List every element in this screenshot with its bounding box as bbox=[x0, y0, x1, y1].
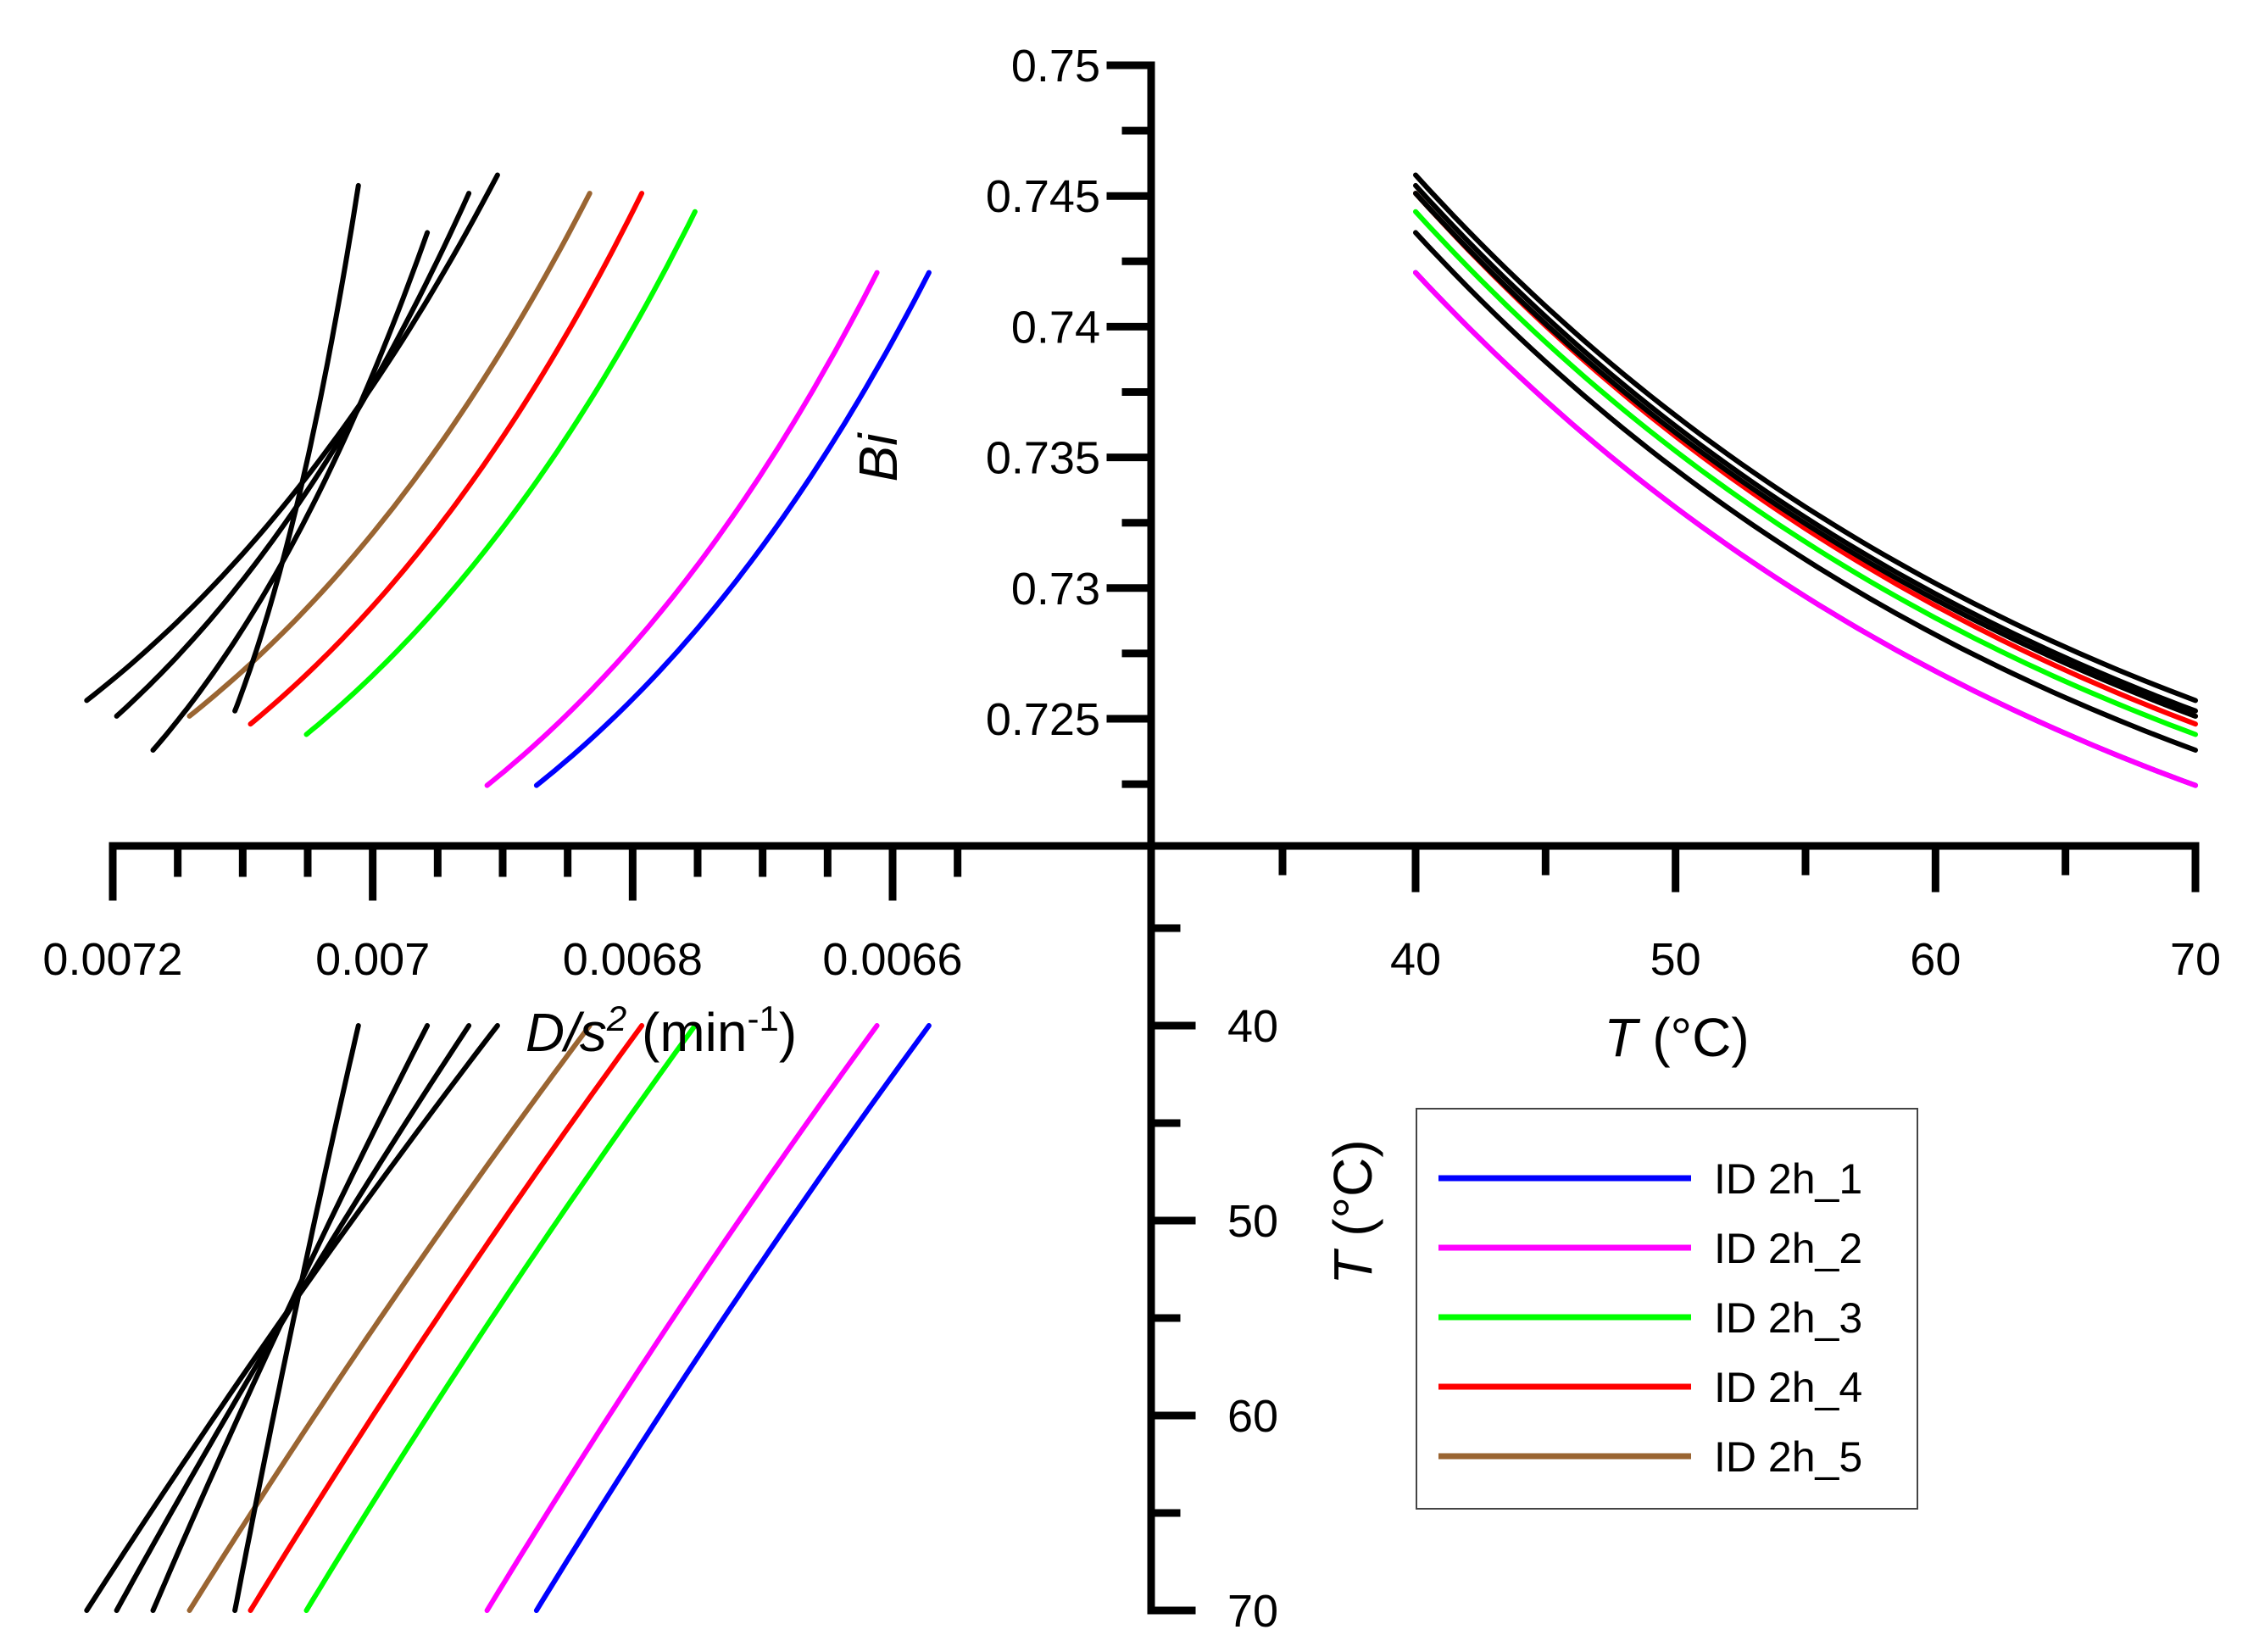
series-id-2h_2-bi-vs-t bbox=[1413, 270, 2198, 788]
d-axis-title: D/s2 (min-1) bbox=[526, 998, 797, 1063]
legend-label: ID 2h_2 bbox=[1714, 1225, 1862, 1272]
series-black-8-t-vs-d bbox=[232, 1023, 361, 1613]
series-black-7-bi-vs-t bbox=[1413, 230, 2198, 753]
axes: 0.725 0.73 0.735 0.74 0.745 0.75 40 50 60 70 0.007… bbox=[42, 41, 2221, 1637]
series-black-8-bi-vs-d bbox=[232, 182, 361, 714]
series-id-2h_5-bi-vs-d bbox=[186, 191, 593, 719]
t-down-tick-label: 60 bbox=[1227, 1391, 1278, 1442]
bi-tick-label: 0.725 bbox=[986, 694, 1100, 745]
bi-tick-label: 0.745 bbox=[986, 171, 1100, 222]
t-right-tick-label: 70 bbox=[2170, 934, 2221, 985]
legend-label: ID 2h_5 bbox=[1714, 1433, 1862, 1481]
bi-tick-label: 0.74 bbox=[1011, 302, 1100, 353]
bi-tick-label: 0.735 bbox=[986, 433, 1100, 484]
legend: ID 2h_1 ID 2h_2 ID 2h_3 ID 2h_4 ID 2h_5 bbox=[1416, 1108, 1918, 1510]
series-id-2h_4-t-vs-d bbox=[248, 1023, 645, 1613]
d-tick-label: 0.0068 bbox=[563, 934, 703, 985]
series-id-2h_3-bi-vs-d bbox=[303, 209, 698, 737]
t-right-tick-label: 60 bbox=[1910, 934, 1961, 985]
series-black-8-bi-vs-t bbox=[1413, 182, 2198, 714]
bi-axis-title: Bi bbox=[848, 432, 909, 482]
bi-tick-label: 0.75 bbox=[1011, 41, 1100, 92]
series-id-2h_2-bi-vs-d bbox=[484, 270, 880, 788]
series-black-5-bi-vs-t bbox=[1413, 172, 2198, 704]
bi-tick-label: 0.73 bbox=[1011, 564, 1100, 615]
series-id-2h_2-t-vs-d bbox=[484, 1023, 880, 1613]
series-id-2h_3-bi-vs-t bbox=[1413, 209, 2198, 737]
t-down-tick-label: 50 bbox=[1227, 1196, 1278, 1247]
series-black-7-bi-vs-d bbox=[150, 230, 431, 753]
series-black-5-bi-vs-d bbox=[84, 172, 500, 704]
series-curves bbox=[84, 172, 2198, 1613]
series-id-2h_4-bi-vs-t bbox=[1413, 191, 2198, 727]
t-down-axis-title: T (°C) bbox=[1322, 1139, 1383, 1284]
t-right-tick-label: 50 bbox=[1650, 934, 1701, 985]
t-down-tick-label: 40 bbox=[1227, 1001, 1278, 1052]
d-tick-label: 0.007 bbox=[315, 934, 430, 985]
series-black-6-bi-vs-d bbox=[114, 191, 472, 719]
t-down-tick-label: 70 bbox=[1227, 1586, 1278, 1637]
series-id-2h_1-bi-vs-d bbox=[533, 270, 932, 788]
series-id-2h_4-bi-vs-d bbox=[248, 191, 645, 727]
series-id-2h_3-t-vs-d bbox=[303, 1023, 698, 1613]
d-tick-label: 0.0066 bbox=[822, 934, 962, 985]
d-tick-label: 0.0072 bbox=[42, 934, 182, 985]
series-id-2h_1-t-vs-d bbox=[533, 1023, 932, 1613]
t-right-axis-title: T (°C) bbox=[1604, 1007, 1749, 1068]
legend-label: ID 2h_1 bbox=[1714, 1155, 1862, 1203]
series-black-6-bi-vs-t bbox=[1413, 191, 2198, 719]
t-right-tick-label: 40 bbox=[1390, 934, 1441, 985]
series-id-2h_5-t-vs-d bbox=[186, 1023, 593, 1613]
legend-label: ID 2h_4 bbox=[1714, 1364, 1862, 1411]
series-id-2h_5-bi-vs-t bbox=[1413, 191, 2198, 719]
legend-label: ID 2h_3 bbox=[1714, 1294, 1862, 1342]
series-black-7-t-vs-d bbox=[150, 1023, 431, 1613]
